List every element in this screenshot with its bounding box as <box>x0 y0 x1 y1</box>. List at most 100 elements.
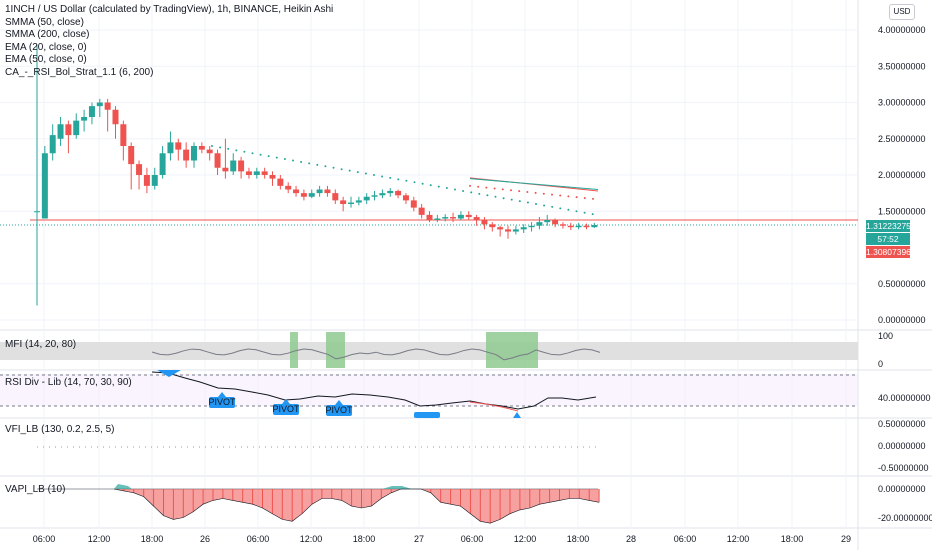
time-axis-label: 12:00 <box>514 534 537 544</box>
trend-dot <box>591 213 594 216</box>
trend-dot <box>526 190 529 193</box>
candle-body <box>387 190 394 194</box>
trend-dot <box>267 155 270 158</box>
vfi-axis-label: -0.50000000 <box>878 463 929 473</box>
trend-dot <box>518 190 521 193</box>
time-axis-label: 29 <box>841 534 851 544</box>
trend-dot <box>243 150 246 153</box>
candle-body <box>497 227 504 230</box>
candle-body <box>520 227 527 230</box>
vfi-axis-label: 0.50000000 <box>878 419 926 429</box>
trend-dot <box>559 194 562 197</box>
trend-dot <box>308 162 311 165</box>
candle-body <box>465 214 472 218</box>
trend-dot <box>501 188 504 191</box>
trend-dot <box>381 175 384 178</box>
time-axis-label: 18:00 <box>353 534 376 544</box>
candle-body <box>34 211 40 213</box>
trend-dot <box>316 163 319 166</box>
candle-body <box>402 195 409 201</box>
candle-body <box>363 196 370 201</box>
line-price-tag: 1.30807396 <box>866 246 911 258</box>
vfi-pane-label[interactable]: VFI_LB (130, 0.2, 2.5, 5) <box>5 424 115 435</box>
mfi-pane-label[interactable]: MFI (14, 20, 80) <box>5 339 77 350</box>
trend-dot <box>518 200 521 203</box>
pivot-marker <box>513 412 521 418</box>
symbol-title[interactable]: 1INCH / US Dollar (calculated by Trading… <box>5 4 334 15</box>
candle-body <box>308 193 315 197</box>
rsi-divergence-line <box>469 401 519 412</box>
mfi-axis-label: 100 <box>878 331 893 341</box>
candle-body <box>300 193 307 197</box>
price-axis-label: 1.50000000 <box>878 206 926 216</box>
candle-body <box>481 219 488 225</box>
candle-body <box>332 193 339 201</box>
time-axis-label: 18:00 <box>781 534 804 544</box>
rsi-pane-label[interactable]: RSI Div - Lib (14, 70, 30, 90) <box>5 377 132 388</box>
indicator-ema-20[interactable]: EMA (20, close, 0) <box>5 41 87 53</box>
indicator-smma-200[interactable]: SMMA (200, close) <box>5 29 90 40</box>
candle-body <box>277 178 284 186</box>
candle-body <box>253 171 260 175</box>
indicator-ema-50[interactable]: EMA (50, close, 0) <box>5 54 87 65</box>
trend-dot <box>551 193 553 196</box>
indicator-smma-50[interactable]: SMMA (50, close) <box>5 16 84 28</box>
candle-body <box>293 189 300 194</box>
pivot-label: PIVOT <box>272 404 300 414</box>
vapi-axis-label: 0.00000000 <box>878 484 926 494</box>
candle-body <box>183 149 190 161</box>
vfi-axis-label: 0.00000000 <box>878 441 926 451</box>
vapi-pane-label[interactable]: VAPI_LB (10) <box>5 484 66 495</box>
indicator-rsi-bol-strat[interactable]: CA_-_RSI_Bol_Strat_1.1 (6, 200) <box>5 66 154 78</box>
time-axis-label: 28 <box>626 534 636 544</box>
candle-body <box>418 207 425 215</box>
candle-body <box>536 222 543 226</box>
trend-dot <box>583 211 586 214</box>
time-axis-label: 27 <box>414 534 424 544</box>
candle-body <box>214 153 221 168</box>
trend-dot <box>493 187 496 190</box>
trend-dot <box>551 205 554 208</box>
trend-dot <box>259 153 262 156</box>
trend-dot <box>542 192 545 195</box>
candle-body <box>49 135 56 154</box>
candle-body <box>245 171 252 175</box>
trend-dot <box>462 189 465 192</box>
trend-dot <box>211 145 213 147</box>
candle-body <box>198 146 205 150</box>
candle-body <box>222 167 229 172</box>
candle-body <box>206 149 213 154</box>
candle-body <box>316 189 323 194</box>
pivot-badge <box>414 412 440 418</box>
trend-dot <box>534 191 537 194</box>
price-axis-label: 2.50000000 <box>878 134 926 144</box>
trend-dot <box>300 160 303 163</box>
time-axis-label: 12:00 <box>727 534 750 544</box>
candle-body <box>552 219 559 225</box>
trend-dot <box>332 166 335 169</box>
candle-body <box>575 225 582 228</box>
mfi-highlight <box>290 332 298 368</box>
pivot-badge <box>326 405 352 416</box>
current-price-tag: 1.31223275 <box>866 220 911 232</box>
trend-dot <box>454 188 456 191</box>
trend-dot <box>283 158 286 161</box>
rsi-line <box>151 371 597 410</box>
trend-dot <box>510 198 513 201</box>
trend-dot <box>421 182 424 185</box>
candle-body <box>512 229 519 232</box>
price-axis-label: 0.50000000 <box>878 279 926 289</box>
trend-dot <box>485 186 488 189</box>
candle-body <box>395 190 402 196</box>
candle-body <box>473 217 480 220</box>
trend-dot <box>469 184 471 187</box>
pivot-badge <box>273 404 299 415</box>
trend-dot <box>340 168 343 171</box>
time-axis-label: 06:00 <box>33 534 56 544</box>
trend-dot <box>227 147 230 150</box>
candle-body <box>238 160 245 172</box>
trend-dot <box>494 195 497 198</box>
currency-button[interactable]: USD <box>889 4 915 20</box>
time-axis-label: 06:00 <box>674 534 697 544</box>
